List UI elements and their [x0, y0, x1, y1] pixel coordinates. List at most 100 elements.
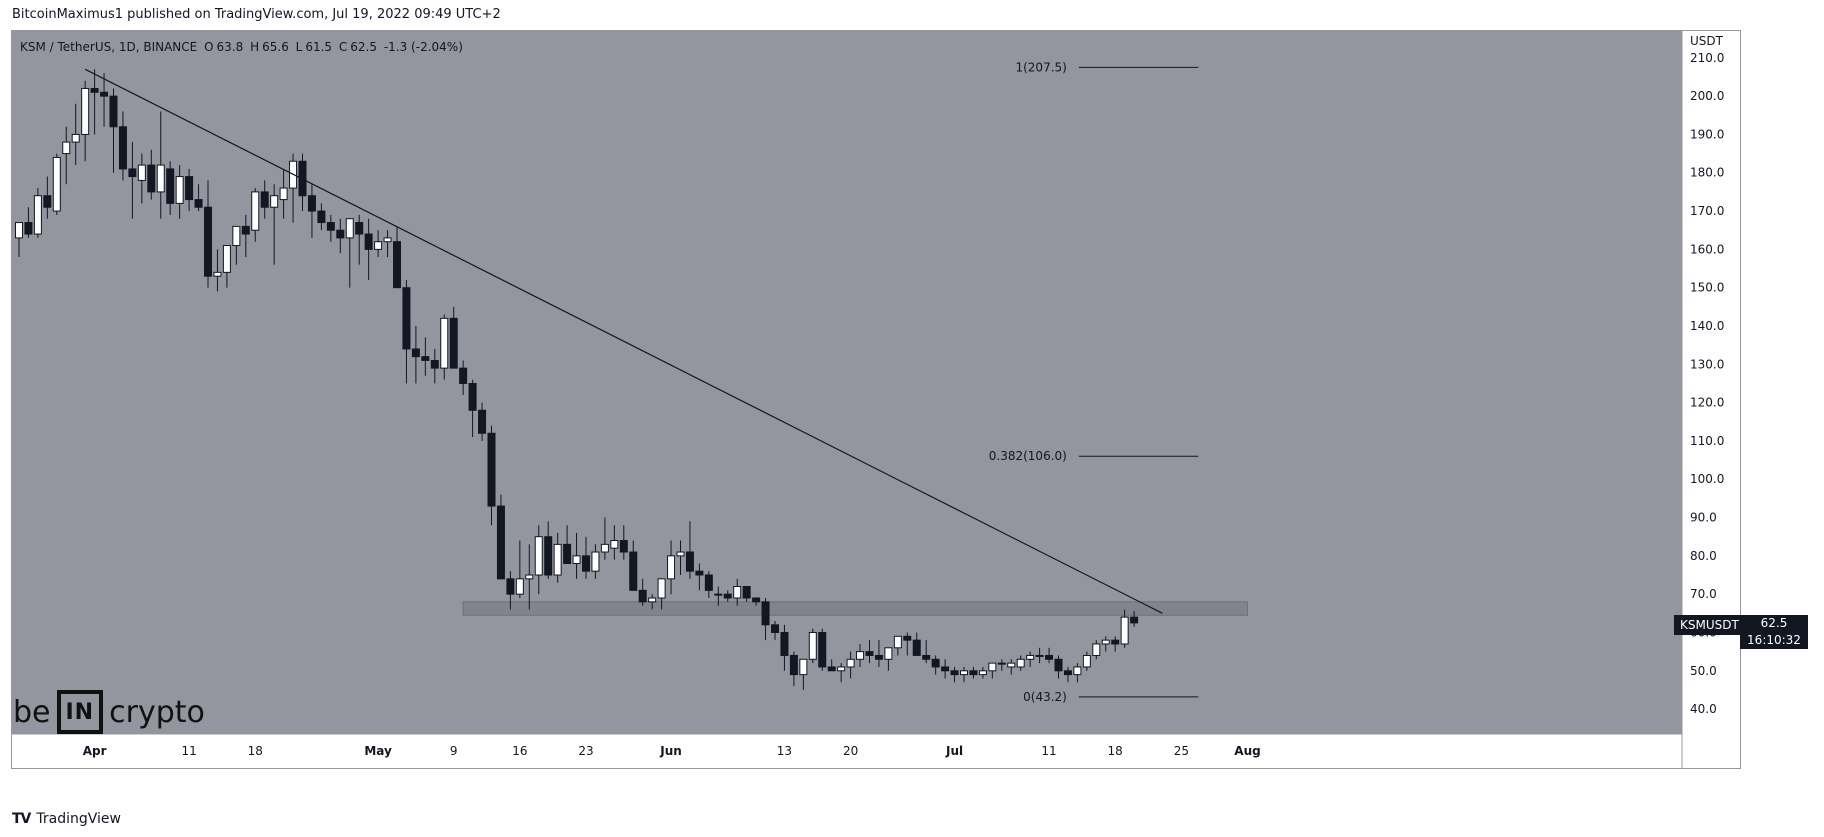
bearish-candle[interactable] [364, 233, 373, 250]
bearish-candle[interactable] [506, 578, 515, 595]
bearish-candle[interactable] [204, 206, 212, 277]
bearish-candle[interactable] [478, 409, 487, 434]
bullish-candle[interactable] [270, 195, 279, 208]
bullish-candle[interactable] [610, 540, 619, 549]
bearish-candle[interactable] [90, 87, 99, 93]
bullish-candle[interactable] [808, 631, 817, 660]
bearish-candle[interactable] [969, 670, 978, 676]
bearish-candle[interactable] [166, 168, 175, 204]
bearish-candle[interactable] [109, 95, 118, 128]
bullish-candle[interactable] [251, 191, 260, 231]
bearish-candle[interactable] [1111, 639, 1120, 645]
bearish-candle[interactable] [355, 222, 364, 235]
bearish-candle[interactable] [789, 654, 798, 676]
bearish-candle[interactable] [742, 586, 751, 599]
bullish-candle[interactable] [676, 551, 685, 557]
bearish-candle[interactable] [723, 593, 732, 599]
bullish-candle[interactable] [175, 176, 184, 204]
bullish-candle[interactable] [846, 658, 855, 668]
bullish-candle[interactable] [667, 555, 676, 580]
bullish-candle[interactable] [1101, 639, 1110, 645]
bullish-candle[interactable] [893, 635, 902, 649]
bullish-candle[interactable] [534, 536, 543, 576]
bearish-candle[interactable] [1054, 658, 1063, 672]
bullish-candle[interactable] [553, 543, 562, 576]
bullish-candle[interactable] [978, 670, 987, 676]
bearish-candle[interactable] [449, 317, 458, 369]
bullish-candle[interactable] [137, 164, 146, 181]
bearish-candle[interactable] [326, 222, 335, 231]
bearish-candle[interactable] [147, 164, 156, 193]
bearish-candle[interactable] [818, 631, 827, 668]
bearish-candle[interactable] [43, 195, 52, 208]
bullish-candle[interactable] [1035, 654, 1044, 657]
bullish-candle[interactable] [33, 195, 42, 235]
bearish-candle[interactable] [24, 222, 33, 235]
bullish-candle[interactable] [1082, 654, 1091, 668]
bullish-candle[interactable] [374, 241, 383, 250]
bullish-candle[interactable] [1073, 666, 1082, 676]
bearish-candle[interactable] [118, 126, 127, 170]
bearish-candle[interactable] [1130, 616, 1139, 624]
bearish-candle[interactable] [903, 635, 912, 641]
bearish-candle[interactable] [421, 356, 430, 361]
bearish-candle[interactable] [1063, 670, 1072, 676]
bearish-candle[interactable] [827, 666, 836, 672]
bullish-candle[interactable] [213, 271, 222, 277]
bullish-candle[interactable] [714, 593, 723, 596]
bullish-candle[interactable] [960, 670, 968, 676]
candlestick-chart[interactable]: 210.0 200.0 190.0 180.0 170.0 160.0 150.0 140.0… [12, 31, 1740, 768]
bullish-candle[interactable] [1007, 662, 1016, 668]
bullish-candle[interactable] [440, 317, 449, 369]
bearish-candle[interactable] [931, 658, 940, 668]
bearish-candle[interactable] [402, 287, 411, 350]
bearish-candle[interactable] [307, 195, 316, 212]
bearish-candle[interactable] [430, 359, 439, 369]
bullish-candle[interactable] [15, 222, 23, 239]
bearish-candle[interactable] [459, 367, 468, 384]
bearish-candle[interactable] [761, 601, 770, 626]
bullish-candle[interactable] [884, 647, 893, 660]
bullish-candle[interactable] [1092, 643, 1101, 656]
bearish-candle[interactable] [771, 624, 779, 633]
bullish-candle[interactable] [62, 141, 71, 155]
bearish-candle[interactable] [100, 91, 109, 97]
bearish-candle[interactable] [128, 168, 137, 178]
bullish-candle[interactable] [997, 662, 1006, 665]
bearish-candle[interactable] [865, 651, 874, 656]
bearish-candle[interactable] [638, 589, 647, 603]
bullish-candle[interactable] [648, 597, 657, 603]
bullish-candle[interactable] [1026, 654, 1035, 660]
bearish-candle[interactable] [950, 670, 959, 676]
bearish-candle[interactable] [468, 382, 477, 411]
bearish-candle[interactable] [629, 551, 638, 591]
bullish-candle[interactable] [525, 574, 534, 580]
bearish-candle[interactable] [185, 176, 194, 201]
bearish-candle[interactable] [752, 597, 761, 603]
bearish-candle[interactable] [922, 654, 931, 660]
bearish-candle[interactable] [582, 555, 590, 572]
bullish-candle[interactable] [1016, 658, 1025, 668]
bullish-candle[interactable] [156, 164, 165, 193]
bearish-candle[interactable] [695, 570, 704, 576]
bullish-candle[interactable] [799, 658, 808, 676]
bullish-candle[interactable] [856, 651, 865, 660]
bullish-candle[interactable] [515, 578, 524, 595]
bearish-candle[interactable] [912, 639, 921, 656]
bullish-candle[interactable] [657, 578, 666, 599]
bearish-candle[interactable] [411, 348, 420, 358]
bearish-candle[interactable] [780, 631, 789, 656]
bullish-candle[interactable] [591, 551, 600, 572]
bearish-candle[interactable] [704, 574, 713, 591]
bearish-candle[interactable] [874, 654, 883, 660]
bearish-candle[interactable] [487, 432, 496, 507]
bullish-candle[interactable] [733, 586, 742, 599]
bearish-candle[interactable] [941, 666, 950, 672]
bearish-candle[interactable] [544, 536, 553, 576]
bearish-candle[interactable] [496, 505, 505, 580]
bullish-candle[interactable] [52, 156, 61, 212]
bullish-candle[interactable] [232, 225, 241, 247]
bullish-candle[interactable] [71, 133, 80, 143]
bearish-candle[interactable] [241, 225, 250, 235]
bearish-candle[interactable] [393, 241, 401, 289]
